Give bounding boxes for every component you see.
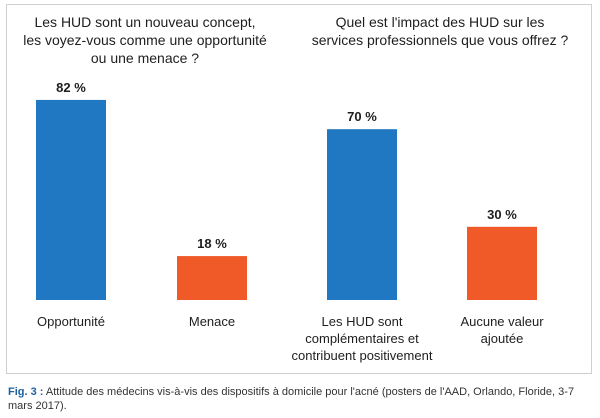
left-panel-title: Les HUD sont un nouveau concept, les voy… [20,13,270,67]
bar [327,129,397,300]
category-label: Les HUD sont [322,314,403,329]
bar-value-label: 30 % [487,207,517,222]
right-title-line: services professionnels que vous offrez … [311,32,569,48]
category-label: complémentaires et [305,331,419,346]
bar [467,226,537,300]
right-panel-title: Quel est l'impact des HUD sur les servic… [300,13,580,49]
bar [177,256,247,300]
category-label: Aucune valeur [460,314,544,329]
category-label: Menace [189,314,235,329]
chart-frame [6,4,592,374]
bar-value-label: 70 % [347,109,377,124]
left-title-line: ou une menace ? [90,50,200,66]
bar-value-label: 18 % [197,236,227,251]
bar-charts: 82 % Opportunité 18 % Menace 70 % Les HUD son… [36,80,544,363]
right-title-line: Quel est l'impact des HUD sur les [335,14,545,30]
caption-text: Attitude des médecins vis-à-vis des disp… [8,386,575,412]
bar [36,99,106,300]
category-label: ajoutée [481,331,524,346]
category-label: Opportunité [37,314,105,329]
caption-label: Fig. 3 : [8,386,44,398]
category-label: contribuent positivement [292,348,433,363]
bar-value-label: 82 % [56,80,86,95]
left-title-line: les voyez-vous comme une opportunité [23,32,267,48]
figure-caption: Fig. 3 : Attitude des médecins vis-à-vis… [8,385,592,413]
left-title-line: Les HUD sont un nouveau concept, [34,14,256,30]
